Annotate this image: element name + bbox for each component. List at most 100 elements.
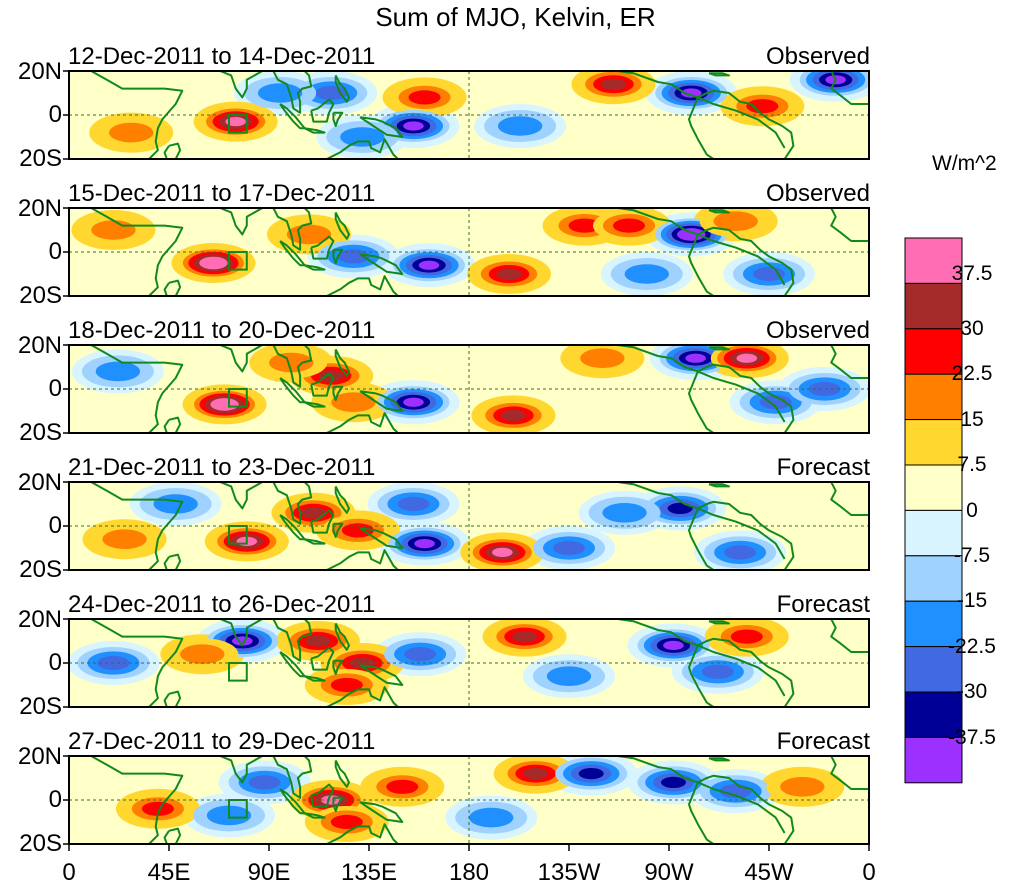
- coastline: [310, 509, 335, 534]
- coastline: [272, 482, 313, 525]
- figure-title: Sum of MJO, Kelvin, ER: [375, 2, 656, 32]
- coastline: [320, 138, 399, 159]
- anomaly-contour: [305, 635, 331, 647]
- coastline: [219, 71, 263, 99]
- coastline: [163, 416, 182, 433]
- anomaly-contour: [414, 539, 435, 549]
- anomaly-contour: [680, 88, 702, 98]
- anomaly-contour: [660, 776, 686, 789]
- coastline: [304, 812, 326, 819]
- coastline: [310, 235, 335, 260]
- coastline: [617, 482, 795, 570]
- anomaly-contour: [624, 264, 669, 284]
- panel-2-kind: Observed: [765, 180, 870, 207]
- anomaly-contour: [300, 507, 326, 519]
- coastline: [688, 508, 714, 570]
- anomaly-contour: [512, 631, 538, 643]
- anomaly-contour: [269, 352, 314, 373]
- lat-label-20s: 20S: [19, 556, 62, 583]
- coastline: [332, 385, 344, 401]
- coastline: [219, 208, 263, 236]
- anomaly-contour: [497, 116, 543, 136]
- coastline: [617, 71, 795, 159]
- coastline: [688, 234, 714, 296]
- coastline: [697, 507, 786, 560]
- panel-4-kind: Forecast: [776, 454, 870, 481]
- anomaly-contour: [746, 99, 779, 114]
- anomaly-contour: [492, 547, 513, 558]
- coastline: [830, 345, 869, 379]
- colorbar-label: -22.5: [948, 635, 996, 658]
- panel-6-kind: Forecast: [776, 728, 870, 755]
- lon-label-45w: 45W: [744, 859, 794, 886]
- coastline: [69, 345, 184, 433]
- coastline: [334, 211, 350, 240]
- lat-label-20n: 20N: [17, 469, 62, 496]
- coastline: [304, 127, 326, 134]
- lon-label-0-east: 0: [862, 859, 876, 886]
- anomaly-contour: [701, 664, 734, 679]
- map-panel-4: [69, 482, 869, 570]
- coastline: [830, 482, 869, 516]
- anomaly-contour: [91, 220, 136, 240]
- anomaly-contour: [500, 409, 526, 421]
- lon-label-135e: 135E: [340, 859, 398, 886]
- anomaly-contour: [663, 640, 684, 651]
- lat-label-20n: 20N: [17, 195, 62, 222]
- anomaly-contour: [386, 779, 419, 794]
- anomaly-contour: [153, 494, 198, 514]
- coastline: [332, 111, 344, 127]
- colorbar-label: 22.5: [951, 362, 993, 385]
- map-panel-1: [69, 71, 869, 159]
- colorbar-label: 30: [960, 317, 984, 340]
- colorbar-label: -30: [956, 680, 988, 703]
- coastline: [359, 664, 404, 686]
- coastline: [617, 208, 795, 296]
- coastline: [320, 275, 399, 296]
- anomaly-contour: [685, 353, 706, 363]
- panel-6-dates: 27-Dec-2011 to 29-Dec-2011: [68, 728, 376, 755]
- anomaly-contour: [682, 230, 700, 239]
- lat-label-20s: 20S: [19, 419, 62, 446]
- colorbar-swatch: [904, 282, 963, 330]
- lon-label-90e: 90E: [247, 859, 291, 886]
- anomaly-contour: [724, 545, 757, 560]
- colorbar-label: 0: [966, 499, 978, 522]
- coastline: [69, 208, 184, 296]
- anomaly-contour: [331, 392, 376, 413]
- anomaly-contour: [257, 83, 303, 103]
- coastline: [219, 482, 263, 510]
- coastline: [272, 71, 313, 114]
- coastline: [69, 756, 184, 844]
- anomaly-contour: [469, 807, 514, 828]
- anomaly-contour: [580, 348, 625, 369]
- coastline: [163, 142, 182, 159]
- anomaly-contour: [808, 381, 841, 397]
- coastline: [708, 209, 730, 214]
- coastline: [279, 377, 306, 404]
- anomaly-contour: [578, 768, 604, 780]
- coastline: [69, 619, 184, 707]
- panel-1-kind: Observed: [765, 43, 870, 70]
- anomaly-contour: [730, 629, 763, 644]
- lon-label-90w: 90W: [644, 859, 694, 886]
- coastline: [688, 97, 714, 159]
- anomaly-contour: [340, 127, 385, 147]
- colorbar-label: 15: [960, 408, 984, 431]
- coastline: [320, 549, 399, 570]
- coastline: [219, 619, 263, 647]
- colorbar-units: W/m^2: [932, 152, 997, 175]
- coastline: [310, 98, 335, 123]
- anomaly-contour: [613, 218, 645, 233]
- panel-5-dates: 24-Dec-2011 to 26-Dec-2011: [68, 591, 376, 618]
- coastline: [163, 279, 182, 296]
- map-panel-6: [69, 756, 869, 844]
- anomaly-contour: [330, 677, 363, 693]
- lat-label-20s: 20S: [19, 282, 62, 309]
- colorbar-swatch: [904, 419, 963, 466]
- anomaly-contour: [600, 78, 626, 90]
- coastline: [688, 371, 714, 433]
- coastline: [304, 264, 326, 271]
- lon-label-135w: 135W: [537, 859, 601, 886]
